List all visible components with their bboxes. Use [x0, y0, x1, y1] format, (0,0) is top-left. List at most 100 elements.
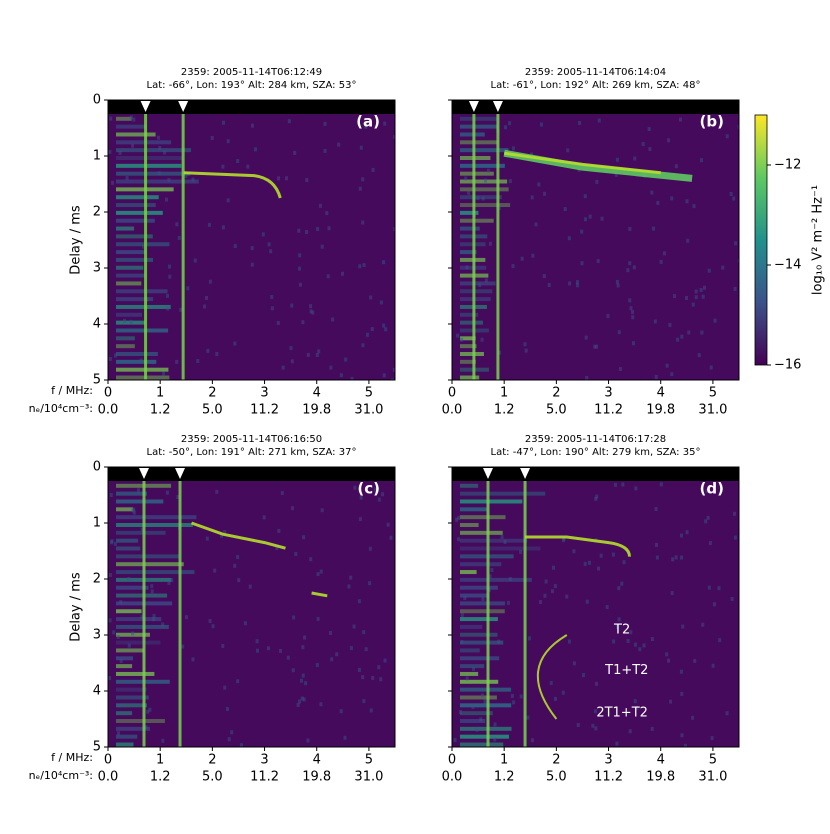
- speckle: [161, 738, 165, 743]
- speckle: [358, 186, 362, 191]
- y-tick-label: 2: [93, 205, 101, 220]
- speckle: [692, 204, 696, 209]
- speckle: [733, 286, 737, 291]
- x2-tick-label: 1.2: [150, 403, 171, 418]
- speckle: [315, 663, 319, 668]
- trace: [525, 535, 631, 557]
- speckle: [650, 190, 654, 195]
- speckle: [156, 135, 160, 140]
- speckle: [221, 643, 225, 648]
- x-tick-label: 1: [500, 753, 508, 768]
- speckle: [379, 300, 383, 305]
- streak: [460, 124, 498, 129]
- speckle: [306, 352, 310, 357]
- speckle: [316, 572, 320, 577]
- panel-title: 2359: 2005-11-14T06:17:28: [525, 434, 666, 445]
- marker: [139, 468, 150, 479]
- streak: [460, 499, 523, 504]
- speckle: [206, 348, 210, 353]
- speckle: [317, 349, 321, 354]
- speckle: [319, 702, 323, 707]
- speckle: [226, 198, 230, 203]
- speckle: [269, 249, 273, 254]
- streak: [460, 140, 499, 145]
- speckle: [205, 295, 209, 300]
- spectrogram-image: [108, 467, 395, 747]
- speckle: [585, 376, 589, 380]
- speckle: [591, 723, 595, 728]
- speckle: [680, 334, 684, 339]
- speckle: [674, 164, 678, 169]
- speckle: [266, 646, 270, 651]
- x-tick-label: 3: [260, 386, 268, 401]
- speckle: [243, 621, 247, 626]
- streak: [116, 336, 135, 341]
- speckle: [302, 535, 306, 540]
- streak: [116, 726, 151, 731]
- speckle: [109, 116, 113, 121]
- speckle: [289, 346, 293, 351]
- frame: [451, 466, 740, 748]
- speckle: [144, 725, 148, 730]
- speckle: [490, 567, 494, 572]
- speckle: [734, 241, 738, 246]
- x-axis-label: f / MHz:: [51, 384, 93, 397]
- speckle: [286, 655, 290, 660]
- speckle: [177, 235, 181, 240]
- speckle: [330, 657, 334, 662]
- annotation: T1+T2: [604, 663, 648, 678]
- speckle: [701, 622, 705, 627]
- speckle: [632, 265, 636, 270]
- streak: [116, 734, 138, 739]
- speckle: [718, 638, 722, 643]
- speckle: [301, 320, 305, 325]
- panel-label: (c): [357, 480, 380, 498]
- speckle: [547, 282, 551, 287]
- plasma-line: [496, 100, 500, 380]
- speckle: [567, 639, 571, 644]
- speckle: [350, 376, 354, 380]
- speckle: [301, 673, 305, 678]
- x-tick-label: 3: [604, 386, 612, 401]
- speckle: [297, 266, 301, 271]
- streak: [460, 218, 494, 223]
- speckle: [323, 148, 327, 153]
- speckle: [175, 222, 179, 227]
- speckle: [108, 356, 112, 361]
- speckle: [594, 726, 598, 731]
- speckle: [614, 482, 618, 487]
- speckle: [456, 333, 460, 338]
- speckle: [150, 584, 154, 589]
- speckle: [168, 274, 172, 279]
- speckle: [362, 263, 366, 268]
- speckle: [270, 295, 274, 300]
- speckle: [108, 149, 112, 154]
- colorbar-tick-label: −12: [774, 158, 801, 173]
- speckle: [594, 496, 598, 501]
- speckle: [472, 666, 476, 671]
- speckle: [615, 741, 619, 746]
- speckle: [595, 681, 599, 686]
- panel-title: Lat: -50°, Lon: 191° Alt: 271 km, SZA: 3…: [147, 447, 357, 458]
- y-tick-label: 4: [93, 684, 101, 699]
- spectrogram-image: [452, 467, 739, 747]
- streak: [116, 265, 144, 270]
- speckle: [223, 530, 227, 535]
- speckle: [347, 584, 351, 589]
- x-tick-label: 4: [657, 753, 665, 768]
- y-axis-label: Delay / ms: [69, 205, 84, 275]
- panel: 2359: 2005-11-14T06:14:04 Lat: -61°, Lon:…: [442, 67, 740, 418]
- speckle: [605, 605, 609, 610]
- streak: [460, 352, 484, 356]
- speckle: [669, 699, 673, 704]
- speckle: [382, 373, 386, 378]
- frame: [451, 99, 740, 381]
- x2-tick-label: 31.0: [698, 403, 727, 418]
- streak: [116, 570, 195, 575]
- streak: [116, 203, 156, 208]
- speckle: [542, 274, 546, 279]
- plasma-line: [144, 100, 148, 380]
- speckle: [226, 706, 230, 711]
- speckle: [523, 342, 527, 347]
